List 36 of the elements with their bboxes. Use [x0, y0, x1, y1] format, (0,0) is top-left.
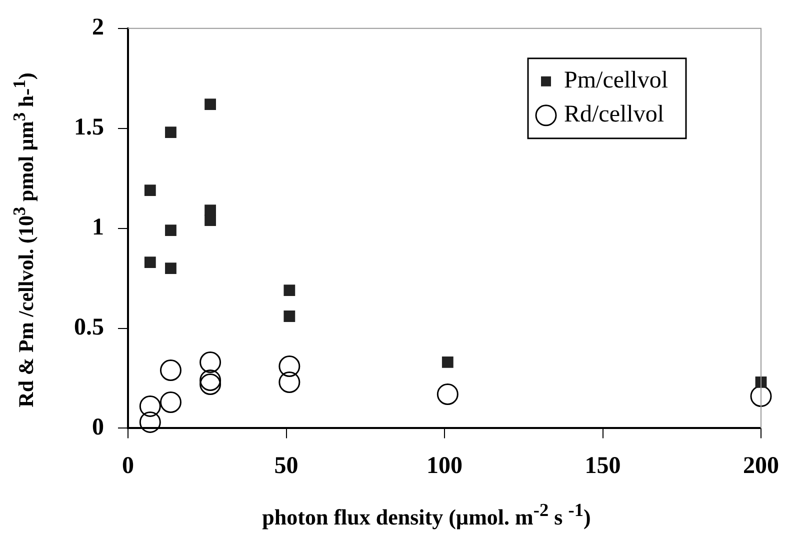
point [144, 256, 156, 268]
y-tick-label: 1 [92, 214, 104, 241]
point [284, 284, 296, 296]
point [200, 373, 222, 395]
point [160, 391, 182, 413]
point [165, 262, 176, 274]
point [165, 224, 176, 236]
x-tick-label: 100 [426, 452, 462, 479]
y-tick-label: 2 [92, 14, 104, 41]
x-tick-label: 50 [274, 452, 298, 479]
x-tick-label: 200 [743, 452, 779, 479]
point [204, 204, 216, 216]
point [442, 356, 454, 368]
point [139, 411, 161, 433]
point [204, 98, 216, 110]
point [750, 385, 772, 407]
point [436, 383, 458, 405]
x-tick-label: 150 [584, 452, 621, 479]
point [200, 369, 222, 391]
point [204, 214, 216, 226]
point [144, 184, 156, 196]
x-tick-label: 0 [122, 452, 134, 479]
x-axis-title: photon flux density (µmol. m$^{-2}$ s $^{-1}$) [261, 500, 592, 530]
legend-label: Rd/cellvol [564, 102, 664, 128]
point [755, 376, 767, 388]
legend-label: Pm/cellvol [564, 68, 668, 94]
point [278, 371, 300, 393]
point [139, 395, 161, 417]
y-tick-label: 0 [92, 414, 104, 440]
y-tick-label: 1.5 [74, 114, 104, 141]
y-tick-label: 0.5 [74, 314, 104, 340]
point [284, 310, 296, 322]
point [200, 351, 222, 373]
point [165, 126, 176, 138]
point [160, 359, 182, 381]
point [278, 355, 300, 377]
